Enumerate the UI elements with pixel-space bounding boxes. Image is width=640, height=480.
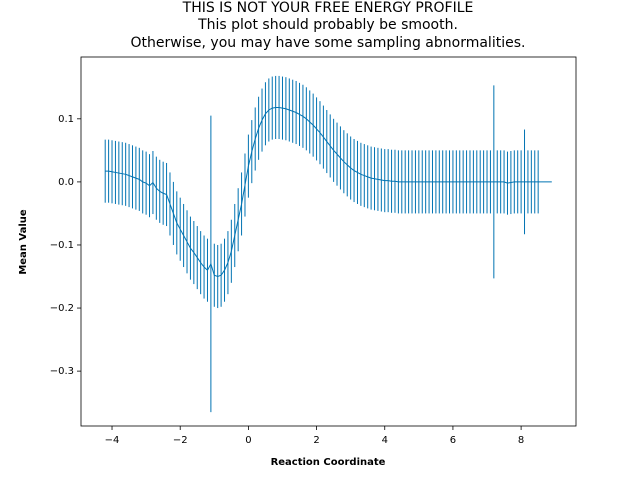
y-tick-label: 0.0 <box>58 177 74 188</box>
x-tick-label: 6 <box>450 435 456 446</box>
x-tick-label: −4 <box>105 435 120 446</box>
y-tick-label: 0.1 <box>58 114 74 125</box>
plot-frame <box>80 56 577 427</box>
chart-subtitle: Otherwise, you may have some sampling ab… <box>131 35 526 51</box>
x-tick-label: −2 <box>173 435 188 446</box>
x-tick-label: 4 <box>382 435 388 446</box>
y-tick-label: −0.3 <box>50 366 74 377</box>
y-tick-label: −0.2 <box>50 303 74 314</box>
mean-line <box>105 106 552 278</box>
x-tick-label: 0 <box>245 435 251 446</box>
y-axis-label: Mean Value <box>18 209 29 275</box>
x-tick-label: 2 <box>313 435 319 446</box>
x-tick-label: 8 <box>518 435 524 446</box>
x-axis-label: Reaction Coordinate <box>271 457 386 468</box>
y-tick-label: −0.1 <box>50 240 74 251</box>
chart-subtitle: This plot should probably be smooth. <box>197 17 458 33</box>
chart-title: THIS IS NOT YOUR FREE ENERGY PROFILE <box>182 0 474 16</box>
